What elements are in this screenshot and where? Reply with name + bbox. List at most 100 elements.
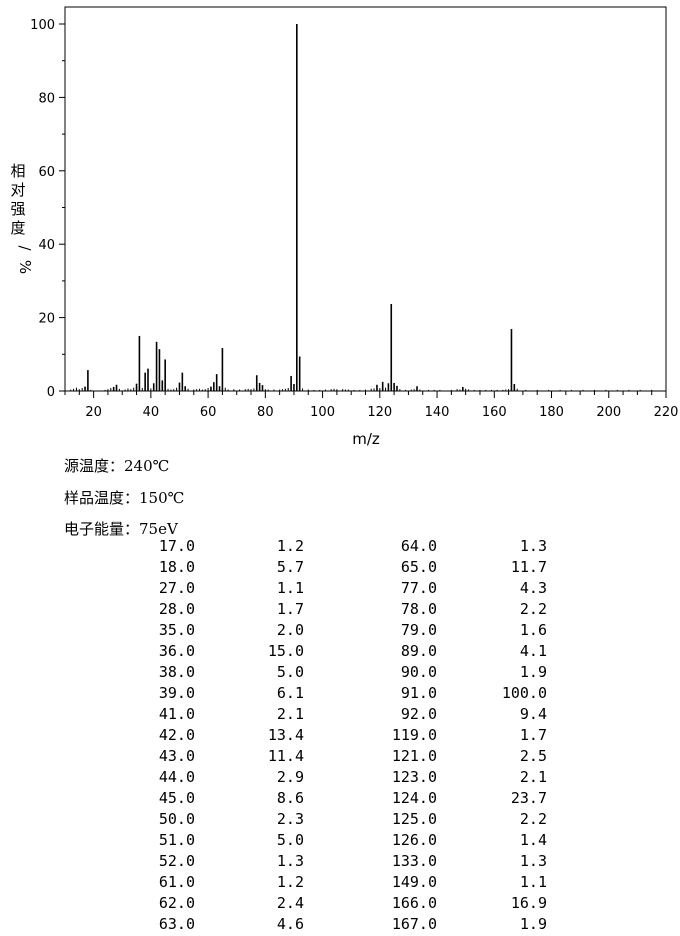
mz-cell: 43.0 [158,747,195,765]
mz-cell: 41.0 [158,705,195,723]
mz-cell: 126.0 [391,831,437,849]
intensity-cell: 1.2 [276,537,304,555]
mz-cell: 45.0 [158,789,195,807]
intensity-cell: 5.0 [276,663,304,681]
intensity-cell: 1.9 [519,663,547,681]
intensity-cell: 2.1 [519,768,547,786]
intensity-cell: 1.3 [276,852,304,870]
mz-cell: 124.0 [391,789,437,807]
x-axis-label: m/z [352,430,380,448]
intensity-cell: 2.4 [276,894,304,912]
mz-cell: 18.0 [158,558,195,576]
mz-cell: 167.0 [391,915,437,933]
intensity-cell: 5.7 [276,558,304,576]
x-tick-label: 120 [367,405,392,420]
mz-cell: 52.0 [158,852,195,870]
mz-cell: 89.0 [400,642,437,660]
intensity-cell: 11.4 [267,747,304,765]
mz-cell: 39.0 [158,684,195,702]
mz-cell: 133.0 [391,852,437,870]
mz-cell: 166.0 [391,894,437,912]
x-tick-label: 100 [310,405,335,420]
table-row: 17.0 1.2 64.0 1.3 [0,537,680,558]
intensity-cell: 2.2 [519,810,547,828]
x-tick-label: 40 [143,405,160,420]
x-tick-label: 60 [200,405,217,420]
y-tick-label: 80 [38,91,55,106]
table-row: 41.0 2.1 92.0 9.4 [0,705,680,726]
y-tick-label: 20 [38,312,55,327]
mz-cell: 63.0 [158,915,195,933]
table-row: 28.0 1.7 78.0 2.2 [0,600,680,621]
table-row: 52.0 1.3 133.0 1.3 [0,852,680,873]
intensity-cell: 5.0 [276,831,304,849]
mz-cell: 50.0 [158,810,195,828]
intensity-cell: 1.4 [519,831,547,849]
mz-cell: 44.0 [158,768,195,786]
intensity-cell: 4.1 [519,642,547,660]
mz-cell: 35.0 [158,621,195,639]
table-row: 43.0 11.4 121.0 2.5 [0,747,680,768]
mz-cell: 62.0 [158,894,195,912]
table-row: 38.0 5.0 90.0 1.9 [0,663,680,684]
y-tick-label: 0 [47,385,55,400]
table-row: 39.0 6.1 91.0 100.0 [0,684,680,705]
table-row: 51.0 5.0 126.0 1.4 [0,831,680,852]
intensity-cell: 4.3 [519,579,547,597]
table-row: 36.0 15.0 89.0 4.1 [0,642,680,663]
mz-cell: 36.0 [158,642,195,660]
y-axis-label-char: 相 [10,162,25,180]
x-tick-label: 80 [257,405,274,420]
intensity-cell: 16.9 [510,894,547,912]
table-row: 18.0 5.7 65.0 11.7 [0,558,680,579]
x-tick-label: 180 [539,405,564,420]
mz-cell: 51.0 [158,831,195,849]
mz-cell: 92.0 [400,705,437,723]
x-tick-label: 200 [596,405,621,420]
y-tick-label: 100 [30,18,55,33]
y-axis: 0 20 40 60 80 100 [30,18,65,400]
table-row: 45.0 8.6 124.0 23.7 [0,789,680,810]
mz-cell: 28.0 [158,600,195,618]
intensity-cell: 2.0 [276,621,304,639]
intensity-cell: 4.6 [276,915,304,933]
mz-cell: 78.0 [400,600,437,618]
mz-cell: 65.0 [400,558,437,576]
mz-cell: 123.0 [391,768,437,786]
mz-cell: 125.0 [391,810,437,828]
table-row: 62.0 2.4 166.0 16.9 [0,894,680,915]
intensity-cell: 9.4 [519,705,547,723]
x-tick-label: 160 [482,405,507,420]
mz-cell: 90.0 [400,663,437,681]
mz-cell: 121.0 [391,747,437,765]
table-row: 35.0 2.0 79.0 1.6 [0,621,680,642]
intensity-cell: 1.1 [276,579,304,597]
intensity-cell: 15.0 [267,642,304,660]
intensity-cell: 11.7 [510,558,547,576]
mz-cell: 119.0 [391,726,437,744]
mz-cell: 64.0 [400,537,437,555]
intensity-cell: 100.0 [501,684,547,702]
intensity-cell: 6.1 [276,684,304,702]
intensity-cell: 23.7 [510,789,547,807]
electron-energy: 电子能量：75eV [64,520,178,538]
y-axis-label-char: % [16,260,34,274]
table-row: 27.0 1.1 77.0 4.3 [0,579,680,600]
mz-cell: 27.0 [158,579,195,597]
intensity-cell: 1.6 [519,621,547,639]
mz-cell: 149.0 [391,873,437,891]
y-tick-label: 40 [38,238,55,253]
intensity-cell: 1.7 [519,726,547,744]
peak-table: 17.0 1.2 64.0 1.3 18.0 5.7 65.0 11.7 27.0 1.1 77.0… [0,537,680,936]
x-axis: 20 40 60 80 100 120 140 160 180 200 220 [64,391,678,420]
y-axis-label-char: 度 [10,219,25,237]
mz-cell: 77.0 [400,579,437,597]
intensity-cell: 2.9 [276,768,304,786]
mz-cell: 17.0 [158,537,195,555]
intensity-cell: 1.2 [276,873,304,891]
mz-cell: 42.0 [158,726,195,744]
source-temperature: 源温度：240℃ [64,457,170,475]
intensity-cell: 8.6 [276,789,304,807]
y-axis-label-char: / [16,245,34,251]
